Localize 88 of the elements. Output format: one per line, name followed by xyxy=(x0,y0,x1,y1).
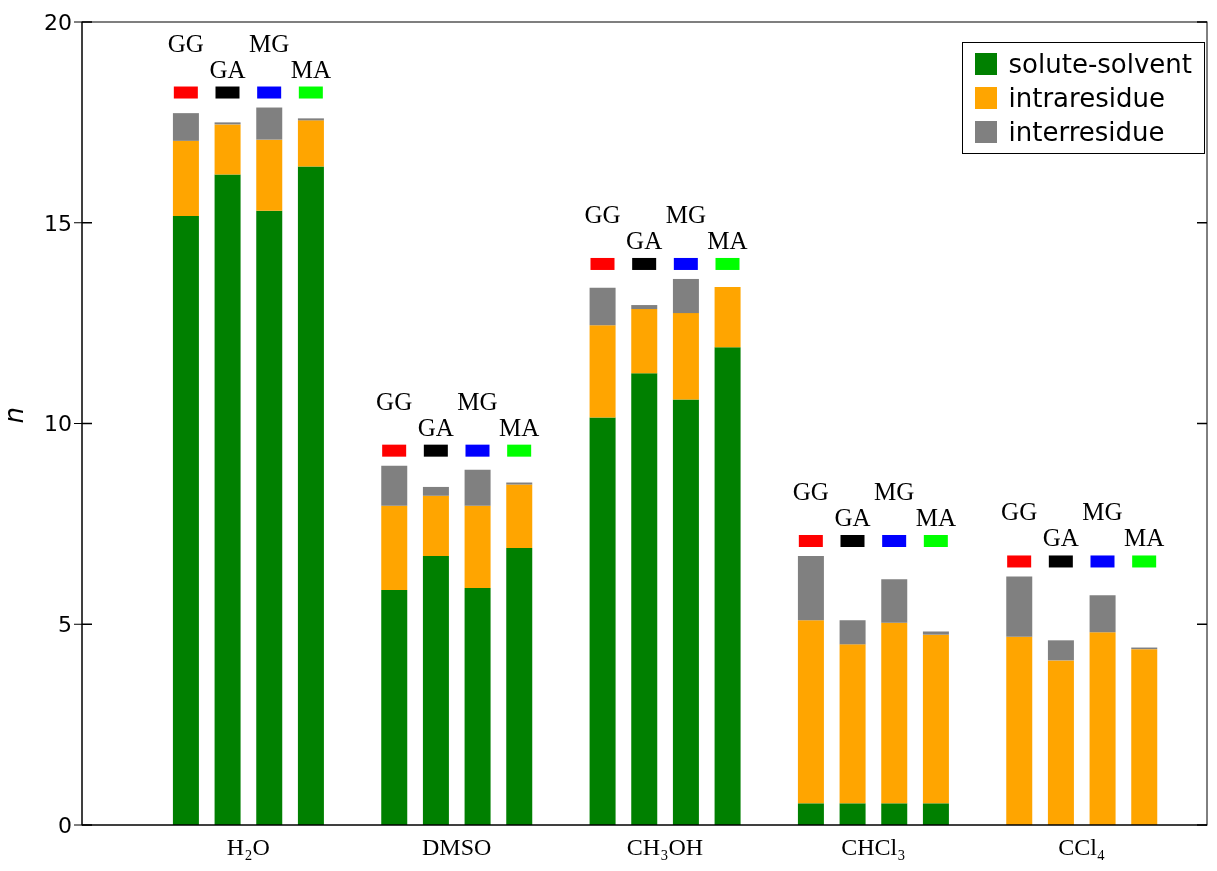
x-tick-label: MG xyxy=(457,387,498,415)
x-tick-label: MG xyxy=(874,477,915,505)
bar xyxy=(839,620,866,645)
bar xyxy=(1047,660,1074,825)
bar xyxy=(672,399,699,825)
y-tick-label: 5 xyxy=(58,612,72,638)
bar xyxy=(506,482,533,485)
bar xyxy=(672,313,699,400)
x-tick-label: MG xyxy=(1082,498,1123,526)
text: DMSO xyxy=(421,834,492,860)
bar xyxy=(922,634,949,804)
bar xyxy=(797,803,824,825)
x-tick-label: GG xyxy=(1001,498,1038,526)
bar xyxy=(922,803,949,825)
bar xyxy=(422,495,449,556)
text: CCl₄ xyxy=(1058,834,1106,860)
text: CH₃OH xyxy=(626,834,704,860)
x-tick-label: MA xyxy=(499,413,540,441)
bar xyxy=(381,465,408,506)
bar xyxy=(1006,576,1033,637)
bar xyxy=(714,347,741,825)
bar xyxy=(214,174,241,825)
bar xyxy=(589,287,616,326)
bar xyxy=(589,325,616,418)
bar xyxy=(256,210,283,825)
x-tick-label: GA xyxy=(417,413,454,441)
bar xyxy=(464,505,491,589)
x-tick-label: GG xyxy=(792,477,829,505)
bar xyxy=(631,373,658,825)
legend-label: interresidue xyxy=(1008,116,1165,149)
bar xyxy=(839,803,866,825)
x-tick-label: MA xyxy=(1124,524,1165,552)
bar xyxy=(464,588,491,825)
bar xyxy=(214,124,241,175)
bar xyxy=(797,620,824,804)
text: CHCl₃ xyxy=(841,834,906,860)
x-tick-label: GA xyxy=(1042,524,1079,552)
bar xyxy=(464,469,491,506)
bar xyxy=(297,120,324,167)
bar xyxy=(881,579,908,623)
x-tick-label: GG xyxy=(584,200,621,228)
legend-label: solute-solvent xyxy=(1008,48,1192,81)
bar xyxy=(797,556,824,621)
bar xyxy=(214,122,241,125)
bar xyxy=(1047,640,1074,661)
x-tick-label: GG xyxy=(167,29,204,57)
x-tick-label: MA xyxy=(707,226,748,254)
bar xyxy=(631,305,658,310)
x-tick-label: MG xyxy=(249,29,290,57)
bar xyxy=(631,309,658,374)
bar xyxy=(256,139,283,211)
bar xyxy=(589,417,616,825)
y-tick-label: 20 xyxy=(44,9,72,35)
x-tick-label: MA xyxy=(915,503,956,531)
bar xyxy=(1131,649,1158,825)
bar xyxy=(1089,595,1116,633)
bar xyxy=(881,803,908,825)
bar xyxy=(256,107,283,140)
text: H₂O xyxy=(226,834,270,860)
bar xyxy=(172,140,199,216)
bar xyxy=(922,631,949,635)
y-tick-label: 10 xyxy=(44,411,72,437)
bar xyxy=(839,644,866,804)
legend-label: intraresidue xyxy=(1008,82,1165,115)
y-tick-label: 0 xyxy=(58,812,72,838)
y-axis-title: n xyxy=(0,407,30,424)
x-tick-label: GA xyxy=(626,226,663,254)
x-tick-label: GA xyxy=(834,503,871,531)
bar xyxy=(506,547,533,825)
bar xyxy=(506,484,533,548)
bar xyxy=(1089,632,1116,825)
bar xyxy=(422,556,449,825)
bar xyxy=(381,505,408,591)
x-tick-label: GA xyxy=(209,55,246,83)
bar xyxy=(1006,636,1033,825)
bar xyxy=(714,286,741,348)
y-tick-label: 15 xyxy=(44,210,72,236)
bar xyxy=(422,486,449,496)
bar xyxy=(672,278,699,314)
x-tick-label: MG xyxy=(665,200,706,228)
x-tick-label: MA xyxy=(290,55,331,83)
bar xyxy=(172,113,199,141)
bar xyxy=(297,166,324,825)
bar xyxy=(381,590,408,825)
bar xyxy=(881,622,908,804)
bar xyxy=(172,215,199,825)
bar xyxy=(297,118,324,121)
x-tick-label: GG xyxy=(376,387,413,415)
